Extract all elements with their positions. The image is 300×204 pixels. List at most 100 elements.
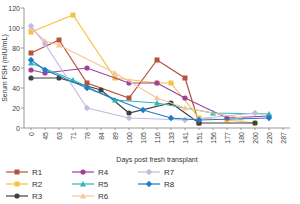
legend-label: R6 xyxy=(98,192,109,201)
series-line xyxy=(31,63,269,114)
point xyxy=(252,110,258,116)
legend-label: R4 xyxy=(98,168,109,177)
point xyxy=(155,81,160,86)
legend-marker xyxy=(15,170,20,175)
x-tick xyxy=(241,128,242,130)
point xyxy=(155,58,160,63)
point xyxy=(182,105,188,111)
point xyxy=(127,96,132,101)
x-tick-label: 177 xyxy=(224,132,231,144)
x-tick xyxy=(87,128,88,130)
x-tick-label: 105 xyxy=(140,132,147,144)
x-tick xyxy=(157,128,158,130)
point xyxy=(154,100,160,106)
x-tick-label: 141 xyxy=(182,132,189,144)
y-tick-label: 60 xyxy=(12,65,20,72)
legend-marker xyxy=(80,181,86,187)
point xyxy=(126,115,132,121)
legend-label: R5 xyxy=(98,180,109,189)
y-tick-label: 20 xyxy=(12,105,20,112)
series xyxy=(28,23,258,123)
x-tick-label: 287 xyxy=(280,132,287,144)
point xyxy=(57,38,62,43)
point xyxy=(112,70,118,76)
x-tick xyxy=(115,128,116,130)
point xyxy=(71,13,76,18)
point xyxy=(84,105,90,111)
series-line xyxy=(31,28,241,118)
point xyxy=(252,120,257,125)
x-tick xyxy=(143,128,144,130)
x-tick-label: 89 xyxy=(112,132,119,140)
series xyxy=(28,60,272,117)
series xyxy=(28,25,244,121)
point xyxy=(85,81,90,86)
point xyxy=(42,67,48,73)
point xyxy=(28,67,33,72)
legend-marker xyxy=(80,193,86,199)
legend-marker xyxy=(14,193,19,198)
legend-label: R1 xyxy=(32,168,43,177)
y-axis-label: Serum FSH (mIU/mL) xyxy=(1,34,9,102)
x-tick xyxy=(269,128,270,130)
plot-area xyxy=(28,13,272,126)
y-tick xyxy=(21,48,24,49)
legend-label: R2 xyxy=(32,180,43,189)
point xyxy=(168,115,174,121)
x-tick-label: 0 xyxy=(28,132,35,136)
series-line xyxy=(31,26,255,120)
x-tick-label: 116 xyxy=(154,132,161,143)
x-tick xyxy=(185,128,186,130)
y-tick xyxy=(21,28,24,29)
point xyxy=(28,57,34,63)
x-tick xyxy=(101,128,102,130)
x-tick-label: 220 xyxy=(266,132,273,144)
point xyxy=(28,23,34,29)
legend-marker xyxy=(15,182,20,187)
y-tick xyxy=(21,88,24,89)
x-tick-label: 45 xyxy=(42,132,49,140)
legend-marker xyxy=(146,181,152,187)
point xyxy=(84,85,90,91)
y-tick-label: 40 xyxy=(12,85,20,92)
y-tick xyxy=(21,108,24,109)
x-tick xyxy=(129,128,130,130)
y-tick-label: 80 xyxy=(12,45,20,52)
x-tick-label: 180 xyxy=(238,132,245,144)
series xyxy=(28,57,272,123)
point xyxy=(29,51,34,56)
point xyxy=(154,80,159,85)
series-line xyxy=(31,68,269,118)
point xyxy=(140,107,146,113)
x-tick xyxy=(227,128,228,130)
point xyxy=(42,41,48,47)
x-tick-label: 151 xyxy=(196,132,203,144)
x-tick-label: 71 xyxy=(70,132,77,140)
point xyxy=(182,95,187,100)
x-tick xyxy=(171,128,172,130)
point xyxy=(169,81,174,86)
x-tick xyxy=(283,128,284,130)
x-tick-label: 84 xyxy=(98,132,105,140)
series-line xyxy=(31,15,255,123)
series xyxy=(29,13,258,126)
y-tick-label: 100 xyxy=(8,25,20,32)
x-tick-label: 133 xyxy=(168,132,175,144)
series-line xyxy=(31,40,199,123)
legend-label: R8 xyxy=(164,180,175,189)
x-tick-label: 100 xyxy=(126,132,133,144)
x-axis-label: Days post fresh transplant xyxy=(116,156,197,164)
point xyxy=(183,76,188,81)
legend-marker xyxy=(146,169,152,175)
legend: R1 R2 R3 R4 R5 R6 R7 R8 xyxy=(6,168,175,201)
x-tick-label: 63 xyxy=(56,132,63,140)
legend-label: R3 xyxy=(32,192,43,201)
point xyxy=(182,117,188,123)
x-tick-label: 200 xyxy=(252,132,259,144)
x-tick xyxy=(199,128,200,130)
chart: 0204060801001200456371788489100105116133… xyxy=(0,0,300,204)
legend-label: R7 xyxy=(164,168,175,177)
x-tick xyxy=(59,128,60,130)
x-tick xyxy=(45,128,46,130)
y-tick xyxy=(21,8,24,9)
